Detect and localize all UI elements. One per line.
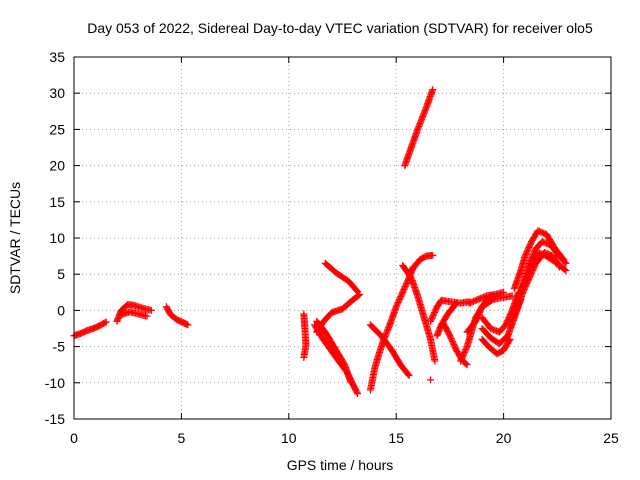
data-point <box>427 376 435 384</box>
data-point <box>555 262 563 270</box>
data-point <box>506 335 514 343</box>
data-point <box>405 372 413 380</box>
x-tick-label: 20 <box>496 430 512 446</box>
data-point <box>300 353 308 361</box>
y-tick-label: 35 <box>49 49 65 65</box>
plot-frame <box>73 56 612 420</box>
data-point <box>102 318 110 326</box>
data-point <box>147 306 155 314</box>
x-axis-label: GPS time / hours <box>287 457 394 473</box>
data-point <box>562 259 570 267</box>
y-tick-label: 25 <box>49 121 65 137</box>
y-tick-label: 15 <box>49 194 65 210</box>
data-point <box>452 299 460 307</box>
y-tick-label: 30 <box>49 85 65 101</box>
chart-title: Day 053 of 2022, Sidereal Day-to-day VTE… <box>87 20 593 36</box>
data-point <box>561 266 569 274</box>
y-tick-label: 10 <box>49 230 65 246</box>
data-point <box>101 319 109 327</box>
data-point <box>354 390 362 398</box>
data-point <box>429 86 437 94</box>
data-points <box>70 86 570 398</box>
x-tick-label: 25 <box>603 430 619 446</box>
data-point <box>463 361 471 369</box>
y-axis-label: SDTVAR / TECUs <box>7 182 23 294</box>
y-tick-label: 0 <box>57 302 65 318</box>
y-tick-label: 5 <box>57 266 65 282</box>
x-tick-label: 5 <box>178 430 186 446</box>
data-point <box>347 379 355 387</box>
x-tick-label: 15 <box>388 430 404 446</box>
data-point <box>184 321 192 329</box>
data-point <box>555 263 563 271</box>
data-point <box>354 288 362 296</box>
tick-labels: 0 5 10 15 20 25 -15 -10 -5 0 5 10 15 20 25 30 35 <box>45 49 619 446</box>
data-point <box>462 360 470 368</box>
data-point <box>451 300 459 308</box>
data-point <box>561 258 569 266</box>
data-point <box>431 357 439 365</box>
x-tick-label: 10 <box>281 430 297 446</box>
data-point <box>355 291 363 299</box>
data-point <box>353 286 361 294</box>
data-point <box>429 251 437 259</box>
y-tick-label: -10 <box>45 375 65 391</box>
y-tick-label: 20 <box>49 158 65 174</box>
data-point <box>505 337 513 345</box>
data-point <box>404 370 412 378</box>
data-point <box>562 267 570 275</box>
y-tick-label: -5 <box>53 339 66 355</box>
x-tick-label: 0 <box>70 430 78 446</box>
y-tick-label: -15 <box>45 411 65 427</box>
data-point <box>353 388 361 396</box>
data-point <box>143 312 151 320</box>
